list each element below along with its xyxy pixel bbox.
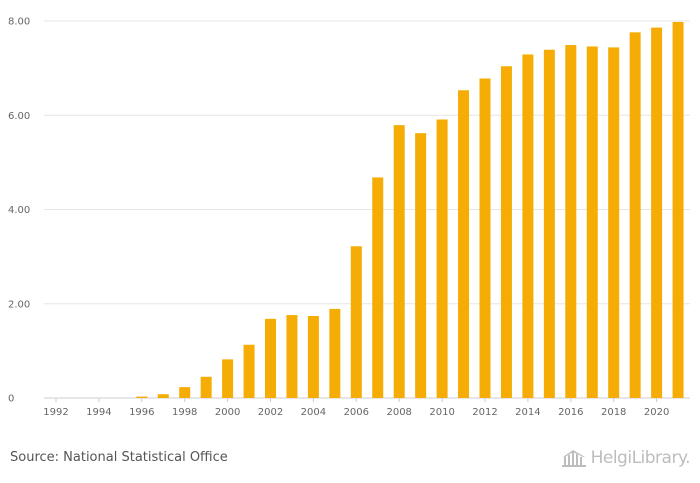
x-tick-label: 2010: [429, 407, 454, 418]
bar-2009[interactable]: [415, 133, 427, 398]
bar-2001[interactable]: [243, 344, 255, 398]
bar-2002[interactable]: [265, 318, 276, 398]
x-tick-label: 2018: [601, 407, 626, 418]
bar-2003[interactable]: [286, 315, 298, 398]
x-tick-label: 2006: [344, 407, 369, 418]
bar-2007[interactable]: [372, 177, 384, 398]
bar-series: [136, 21, 684, 399]
bar-2004[interactable]: [307, 316, 319, 398]
bar-2013[interactable]: [500, 66, 512, 399]
x-tick-label: 1998: [172, 407, 197, 418]
bar-2010[interactable]: [436, 119, 448, 399]
bar-chart: 0 2.00 4.00 6.00 8.00 1992 1994 1996 1998 2000 20…: [8, 17, 690, 418]
x-tick-label: 2008: [386, 407, 411, 418]
x-tick-label: 1996: [129, 407, 154, 418]
bar-2020[interactable]: [651, 27, 663, 398]
x-tick-label: 2004: [301, 407, 326, 418]
bar-1996[interactable]: [136, 396, 148, 398]
x-tick-label: 2000: [215, 407, 240, 418]
bar-2014[interactable]: [522, 54, 534, 399]
bar-2012[interactable]: [479, 78, 491, 399]
y-tick-label: 2.00: [8, 299, 30, 310]
x-tick-label: 2016: [558, 407, 583, 418]
x-tick-label: 2020: [644, 407, 669, 418]
bar-1998[interactable]: [179, 387, 191, 398]
x-tick-label: 2002: [258, 407, 283, 418]
bar-2005[interactable]: [329, 308, 341, 398]
x-tick-label: 2014: [515, 407, 540, 418]
y-tick-label: 8.00: [8, 17, 30, 28]
grid-lines: [44, 20, 690, 399]
bar-2006[interactable]: [350, 246, 362, 398]
x-tick-label: 1992: [43, 407, 68, 418]
bar-2017[interactable]: [586, 46, 598, 398]
y-tick-label: 4.00: [8, 205, 30, 216]
bar-2011[interactable]: [458, 90, 470, 399]
library-building-icon: [561, 450, 586, 467]
source-note: Source: National Statistical Office: [10, 450, 228, 465]
bar-1997[interactable]: [157, 394, 169, 398]
bar-2000[interactable]: [222, 359, 234, 398]
helgi-library-logo[interactable]: HelgiLibrary.: [561, 448, 691, 468]
y-tick-label: 0: [8, 394, 14, 405]
bar-1999[interactable]: [200, 376, 212, 398]
bar-2008[interactable]: [393, 125, 405, 399]
bar-2015[interactable]: [543, 49, 555, 399]
bar-2019[interactable]: [629, 32, 641, 399]
x-axis: 1992 1994 1996 1998 2000 2002 2004 2006 2008 2010…: [43, 398, 669, 418]
x-tick-label: 2012: [472, 407, 497, 418]
bar-2016[interactable]: [565, 45, 577, 398]
y-axis: 0 2.00 4.00 6.00 8.00: [8, 17, 30, 405]
logo-text: HelgiLibrary.: [590, 448, 691, 468]
x-tick-label: 1994: [86, 407, 111, 418]
bar-2018[interactable]: [608, 47, 620, 398]
y-tick-label: 6.00: [8, 111, 30, 122]
bar-2021[interactable]: [672, 21, 684, 398]
